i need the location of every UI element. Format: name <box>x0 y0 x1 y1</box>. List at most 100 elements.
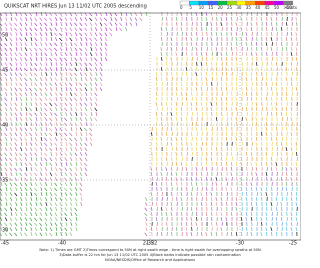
barb <box>30 28 32 31</box>
barb <box>171 42 172 46</box>
barb <box>10 218 12 221</box>
barb <box>226 102 227 106</box>
barb <box>20 123 22 126</box>
barb <box>231 47 232 51</box>
barb <box>20 93 22 96</box>
barb <box>81 167 82 171</box>
barb <box>161 157 162 161</box>
barb <box>176 52 177 56</box>
barb <box>45 83 47 86</box>
barb <box>216 32 217 36</box>
barb <box>181 177 182 181</box>
barb <box>266 97 267 101</box>
barb <box>202 32 203 36</box>
barb <box>16 172 17 176</box>
barb <box>30 118 32 121</box>
barb <box>231 117 232 121</box>
barb <box>70 188 72 191</box>
barb <box>256 47 257 51</box>
colorbar-unit: knots <box>286 5 297 10</box>
barb <box>236 197 237 201</box>
barb <box>271 22 272 26</box>
barb <box>35 113 37 116</box>
barb <box>44 23 47 26</box>
barb <box>181 62 182 66</box>
barb <box>31 97 32 101</box>
barb <box>20 17 22 21</box>
colorbar-label: 0 <box>180 5 183 10</box>
barb <box>271 132 272 136</box>
barb <box>271 207 272 211</box>
barb <box>0 217 2 221</box>
barb <box>35 98 37 101</box>
barb <box>11 212 12 216</box>
barb <box>191 222 192 226</box>
barb <box>181 117 182 121</box>
barb <box>85 103 87 106</box>
barb <box>56 227 57 231</box>
barb <box>31 232 32 236</box>
barb <box>20 78 22 81</box>
barb <box>45 27 47 31</box>
barb <box>1 97 2 101</box>
barb <box>31 197 32 201</box>
barb <box>286 67 287 71</box>
barb <box>151 132 152 136</box>
barb <box>4 43 7 46</box>
barb <box>56 22 57 26</box>
note-line: 3)Data buffer is 22 hrs for Jun 13 11/02… <box>59 253 241 257</box>
barb <box>41 57 42 61</box>
barb <box>126 22 127 26</box>
barb <box>60 178 62 181</box>
barb <box>151 167 152 171</box>
barb <box>61 117 62 121</box>
barb <box>241 152 242 156</box>
barb <box>296 37 297 41</box>
barb <box>35 18 37 21</box>
barb <box>71 227 72 231</box>
barb <box>236 37 237 41</box>
barb <box>192 112 193 116</box>
barb <box>226 57 227 61</box>
barb <box>196 172 197 176</box>
barb <box>54 183 57 186</box>
barb <box>196 107 197 111</box>
barb <box>15 208 17 211</box>
y-label: 35 <box>2 178 8 184</box>
barb <box>196 42 197 46</box>
barb <box>40 178 42 181</box>
barb <box>10 23 12 26</box>
barb <box>182 47 183 51</box>
barb <box>19 153 22 156</box>
barb <box>291 217 292 221</box>
barb <box>95 42 97 46</box>
barb <box>201 52 202 56</box>
barb <box>50 87 52 91</box>
barb <box>251 232 252 236</box>
barb <box>181 222 182 226</box>
barb <box>246 117 247 121</box>
barb <box>50 188 52 191</box>
barb <box>80 72 82 76</box>
barb <box>231 17 232 21</box>
barb <box>191 87 192 91</box>
barb <box>271 202 272 206</box>
barb <box>71 147 72 151</box>
barb <box>281 152 282 156</box>
barb <box>11 57 12 61</box>
barb <box>85 152 87 156</box>
barb <box>266 122 267 126</box>
barb <box>266 77 267 81</box>
barb <box>221 227 222 231</box>
barb <box>0 77 2 81</box>
barb <box>10 207 12 211</box>
barb <box>60 222 62 226</box>
barb <box>31 227 32 231</box>
barb <box>40 162 42 166</box>
barb <box>40 202 42 206</box>
barb <box>100 37 102 41</box>
barb <box>5 157 7 161</box>
barb <box>41 52 42 56</box>
barb <box>226 137 227 141</box>
barb <box>26 32 27 36</box>
